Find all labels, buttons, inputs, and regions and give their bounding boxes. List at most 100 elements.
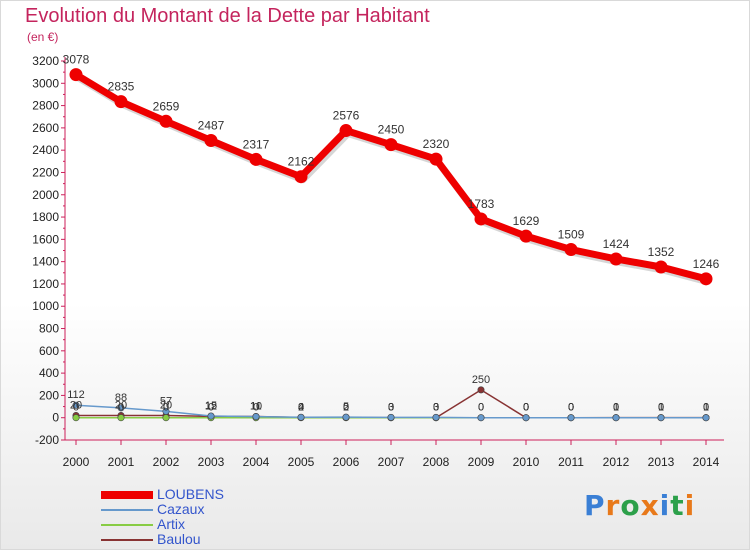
- data-label-loubens: 1424: [603, 237, 630, 251]
- x-tick-label: 2003: [198, 455, 225, 469]
- logo-letter: i: [684, 489, 696, 522]
- data-point-cazaux: [702, 414, 710, 422]
- y-tick-label: 1200: [32, 277, 59, 291]
- data-label-artix: 0: [703, 402, 709, 414]
- data-label-cazaux: 4: [298, 401, 304, 413]
- data-label-cazaux: 112: [67, 389, 85, 401]
- data-label-loubens: 1352: [648, 245, 675, 259]
- data-label-artix: 0: [298, 402, 304, 414]
- legend-item-cazaux: Cazaux: [101, 502, 224, 517]
- x-tick-label: 2009: [468, 455, 495, 469]
- data-label-artix: 0: [523, 402, 529, 414]
- data-point-loubens: [429, 152, 443, 166]
- chart-title: Evolution du Montant de la Dette par Hab…: [25, 5, 430, 27]
- data-point-artix: [72, 414, 80, 422]
- data-label-baulou: 20: [115, 399, 127, 411]
- x-tick-label: 2010: [513, 455, 540, 469]
- y-tick-label: 400: [39, 366, 59, 380]
- y-tick-label: 2200: [32, 165, 59, 179]
- data-point-loubens: [114, 95, 128, 109]
- chart-unit: (en €): [27, 30, 59, 44]
- data-point-artix: [117, 414, 125, 422]
- legend-label-artix: Artix: [157, 516, 185, 532]
- data-point-cazaux: [432, 413, 440, 421]
- data-point-cazaux: [252, 413, 260, 421]
- data-label-cazaux: 0: [703, 402, 709, 414]
- data-point-loubens: [474, 212, 488, 226]
- data-label-loubens: 1509: [558, 227, 585, 241]
- data-point-loubens: [159, 114, 173, 128]
- data-label-baulou: 2: [343, 401, 349, 413]
- data-point-cazaux: [522, 414, 530, 422]
- data-point-cazaux: [477, 414, 485, 422]
- data-label-artix: 0: [163, 402, 169, 414]
- data-point-loubens: [249, 152, 263, 166]
- x-tick-label: 2006: [333, 455, 360, 469]
- data-label-loubens: 2487: [198, 118, 225, 132]
- data-point-cazaux: [297, 413, 305, 421]
- x-tick-label: 2011: [558, 455, 584, 469]
- x-tick-label: 2014: [693, 455, 720, 469]
- legend-item-artix: Artix: [101, 517, 224, 532]
- data-label-artix: 0: [613, 402, 619, 414]
- legend-swatch-baulou: [101, 538, 153, 541]
- data-point-cazaux: [612, 414, 620, 422]
- data-point-cazaux: [387, 413, 395, 421]
- data-label-baulou: 0: [568, 402, 574, 414]
- proxiti-logo: Proxiti: [584, 489, 695, 522]
- data-label-loubens: 2835: [108, 80, 135, 94]
- x-tick-label: 2005: [288, 455, 315, 469]
- data-label-loubens: 3078: [63, 53, 90, 67]
- data-label-cazaux: 0: [478, 402, 484, 414]
- data-label-artix: 0: [118, 402, 124, 414]
- y-tick-label: 200: [39, 388, 59, 402]
- x-tick-label: 2000: [63, 455, 90, 469]
- data-label-artix: 0: [388, 402, 394, 414]
- y-tick-label: -200: [35, 433, 59, 447]
- data-point-loubens: [654, 260, 668, 274]
- legend-label-cazaux: Cazaux: [157, 501, 205, 517]
- data-label-cazaux: 0: [658, 402, 664, 414]
- data-label-loubens: 2450: [378, 123, 405, 137]
- legend-swatch-loubens: [101, 490, 153, 499]
- y-tick-label: 1000: [32, 299, 59, 313]
- legend-label-baulou: Baulou: [157, 531, 201, 547]
- data-point-loubens: [339, 124, 353, 138]
- data-label-baulou: 2: [298, 401, 304, 413]
- y-tick-label: 1600: [32, 232, 59, 246]
- data-label-artix: 0: [208, 402, 214, 414]
- y-tick-label: 2400: [32, 143, 59, 157]
- data-label-baulou: 0: [433, 402, 439, 414]
- data-label-baulou: 1: [613, 402, 619, 414]
- x-tick-label: 2008: [423, 455, 450, 469]
- data-label-artix: 0: [73, 402, 79, 414]
- y-tick-label: 1400: [32, 255, 59, 269]
- data-label-cazaux: 3: [433, 401, 439, 413]
- data-point-loubens: [384, 138, 398, 152]
- data-point-loubens: [294, 170, 308, 184]
- data-label-loubens: 1783: [468, 197, 495, 211]
- data-label-cazaux: 15: [205, 400, 217, 412]
- data-label-baulou: 1: [703, 402, 709, 414]
- data-label-artix: 0: [253, 402, 259, 414]
- data-point-cazaux: [567, 414, 575, 422]
- data-point-loubens: [564, 242, 578, 256]
- data-label-cazaux: 0: [523, 402, 529, 414]
- logo-letter: P: [584, 489, 606, 522]
- logo-letter: i: [659, 489, 671, 522]
- data-label-artix: 0: [478, 402, 484, 414]
- x-tick-label: 2004: [243, 455, 270, 469]
- data-label-baulou: 20: [160, 399, 172, 411]
- logo-letter: x: [640, 489, 660, 522]
- x-tick-label: 2007: [378, 455, 405, 469]
- x-tick-label: 2001: [108, 455, 135, 469]
- data-label-artix: 0: [568, 402, 574, 414]
- y-tick-label: 1800: [32, 210, 59, 224]
- x-tick-label: 2012: [603, 455, 630, 469]
- y-tick-label: 800: [39, 322, 59, 336]
- data-label-artix: 0: [433, 402, 439, 414]
- data-point-cazaux: [72, 401, 80, 409]
- data-label-artix: 0: [343, 402, 349, 414]
- data-label-cazaux: 57: [160, 395, 172, 407]
